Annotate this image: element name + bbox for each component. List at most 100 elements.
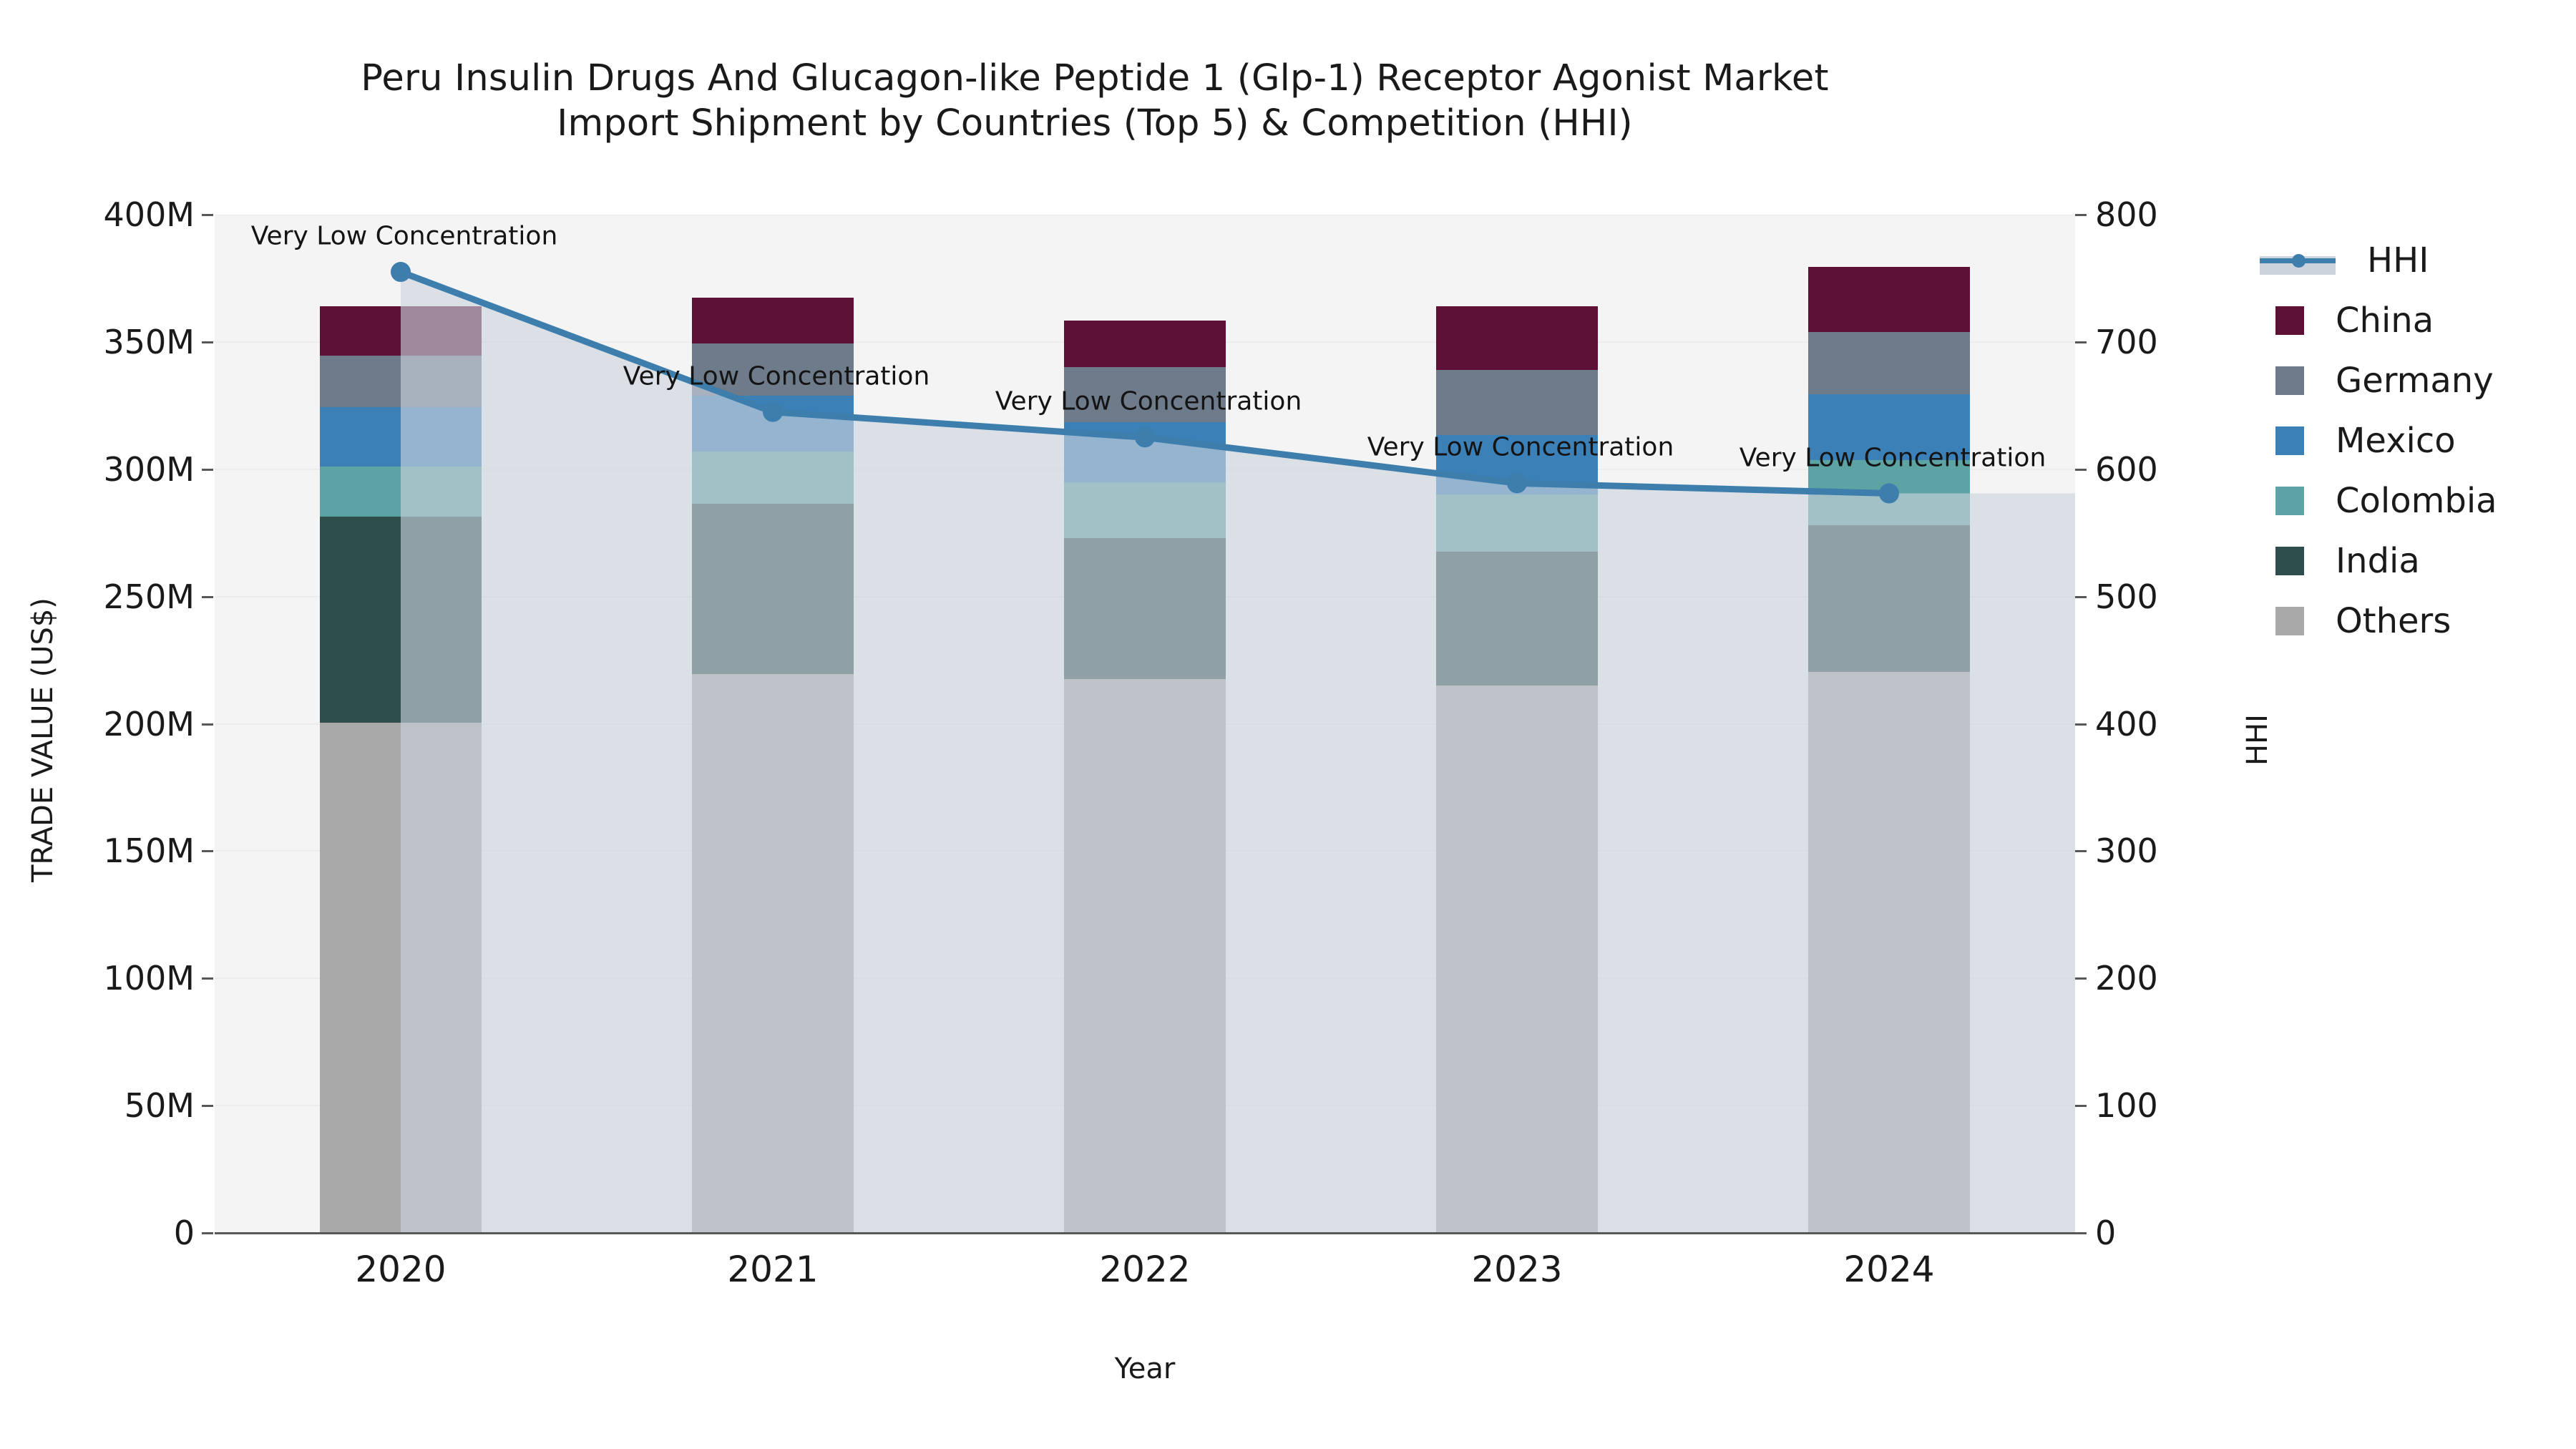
y-tick-mark-right (2075, 723, 2087, 726)
bar-segment-mexico[interactable] (692, 395, 854, 452)
bar-stack[interactable] (320, 215, 482, 1233)
bar-segment-others[interactable] (1064, 679, 1226, 1233)
y-tick-mark-left (202, 977, 213, 980)
y-tick-label-right: 0 (2095, 1214, 2117, 1252)
bar-segment-china[interactable] (1436, 306, 1598, 370)
y-tick-mark-left (202, 1232, 213, 1234)
y-tick-label-left: 250M (103, 577, 195, 616)
legend-color-swatch (2275, 547, 2304, 575)
hhi-annotation: Very Low Concentration (623, 361, 930, 391)
y-tick-mark-left (202, 341, 213, 343)
y-tick-label-left: 200M (103, 704, 195, 743)
y-tick-label-left: 350M (103, 322, 195, 361)
y-tick-label-left: 100M (103, 959, 195, 998)
bar-segment-india[interactable] (1808, 525, 1970, 672)
bar-segment-colombia[interactable] (1064, 482, 1226, 538)
bar-segment-mexico[interactable] (1064, 421, 1226, 482)
bar-segment-others[interactable] (1436, 686, 1598, 1233)
chart-legend: HHI China Germany Mexico Colombia India Others (2260, 230, 2560, 651)
bar-stack[interactable] (1064, 215, 1226, 1233)
y-tick-mark-right (2075, 214, 2087, 216)
legend-color-swatch (2275, 306, 2304, 335)
bar-segment-india[interactable] (320, 516, 482, 723)
y-tick-mark-left (202, 468, 213, 471)
bar-segment-germany[interactable] (1436, 370, 1598, 435)
bar-segment-china[interactable] (1808, 266, 1970, 332)
bar-segment-colombia[interactable] (1436, 494, 1598, 552)
x-axis-title: Year (1114, 1352, 1176, 1385)
y-tick-label-left: 0 (173, 1214, 195, 1252)
legend-line-swatch (2260, 246, 2336, 275)
x-axis-line (215, 1232, 2075, 1234)
y-tick-label-left: 50M (124, 1086, 195, 1126)
bar-stack[interactable] (1436, 215, 1598, 1233)
hhi-annotation: Very Low Concentration (995, 386, 1302, 416)
legend-item-label: Germany (2336, 361, 2494, 401)
bar-segment-china[interactable] (1064, 320, 1226, 368)
y-tick-mark-left (202, 595, 213, 598)
y-tick-mark-right (2075, 468, 2087, 471)
plot-area: Very Low Concentration Very Low Concentra… (215, 215, 2075, 1233)
chart-title-line-1: Peru Insulin Drugs And Glucagon-like Pep… (361, 57, 1829, 99)
x-tick-label: 2024 (1843, 1249, 1935, 1290)
hhi-annotation: Very Low Concentration (1367, 432, 1674, 462)
y-tick-mark-left (202, 723, 213, 726)
legend-item-hhi[interactable]: HHI (2260, 230, 2560, 291)
x-tick-label: 2022 (1099, 1249, 1191, 1290)
y-tick-mark-right (2075, 595, 2087, 598)
bar-segment-india[interactable] (1436, 552, 1598, 686)
bar-segment-others[interactable] (1808, 671, 1970, 1233)
hhi-annotation: Very Low Concentration (250, 221, 558, 251)
bar-segment-germany[interactable] (1808, 331, 1970, 394)
bar-segment-germany[interactable] (320, 356, 482, 407)
y-tick-label-right: 500 (2095, 577, 2158, 616)
y-tick-mark-right (2075, 341, 2087, 343)
legend-item-china[interactable]: China (2260, 291, 2560, 351)
y-tick-label-left: 150M (103, 831, 195, 871)
y-tick-label-right: 200 (2095, 959, 2158, 998)
x-tick-label: 2021 (727, 1249, 819, 1290)
plot-inner: Very Low Concentration Very Low Concentra… (215, 215, 2075, 1233)
legend-item-label: Colombia (2336, 481, 2497, 521)
y-tick-mark-left (202, 1105, 213, 1108)
y-tick-mark-left (202, 850, 213, 853)
legend-item-label: Mexico (2336, 421, 2456, 461)
bar-segment-others[interactable] (692, 674, 854, 1233)
y-tick-mark-right (2075, 1105, 2087, 1108)
legend-item-others[interactable]: Others (2260, 591, 2560, 651)
bar-segment-india[interactable] (692, 503, 854, 675)
y-tick-label-right: 600 (2095, 449, 2158, 489)
y-tick-mark-left (202, 214, 213, 216)
legend-item-mexico[interactable]: Mexico (2260, 411, 2560, 471)
legend-item-label: China (2336, 301, 2434, 341)
bar-segment-colombia[interactable] (320, 467, 482, 517)
bar-segment-colombia[interactable] (692, 451, 854, 504)
legend-item-germany[interactable]: Germany (2260, 351, 2560, 411)
bar-segment-china[interactable] (320, 306, 482, 356)
x-tick-label: 2023 (1471, 1249, 1563, 1290)
y-tick-mark-right (2075, 1232, 2087, 1234)
bar-segment-others[interactable] (320, 722, 482, 1233)
legend-item-india[interactable]: India (2260, 531, 2560, 591)
legend-item-label: India (2336, 541, 2420, 581)
hhi-annotation: Very Low Concentration (1739, 443, 2046, 473)
legend-item-label: Others (2336, 601, 2451, 641)
y-tick-mark-right (2075, 850, 2087, 853)
legend-color-swatch (2275, 607, 2304, 635)
y-tick-label-right: 800 (2095, 195, 2158, 234)
legend-item-label: HHI (2367, 240, 2429, 280)
bar-segment-mexico[interactable] (320, 406, 482, 467)
y-tick-label-left: 300M (103, 449, 195, 489)
y-tick-label-right: 300 (2095, 831, 2158, 871)
y-tick-mark-right (2075, 977, 2087, 980)
legend-item-colombia[interactable]: Colombia (2260, 471, 2560, 531)
y-tick-label-left: 400M (103, 195, 195, 234)
bar-stack[interactable] (1808, 215, 1970, 1233)
x-tick-label: 2020 (355, 1249, 447, 1290)
bar-segment-india[interactable] (1064, 537, 1226, 680)
chart-title: Peru Insulin Drugs And Glucagon-like Pep… (0, 56, 2190, 146)
bar-segment-china[interactable] (692, 297, 854, 343)
y-tick-label-right: 400 (2095, 704, 2158, 743)
y-tick-label-right: 700 (2095, 322, 2158, 361)
